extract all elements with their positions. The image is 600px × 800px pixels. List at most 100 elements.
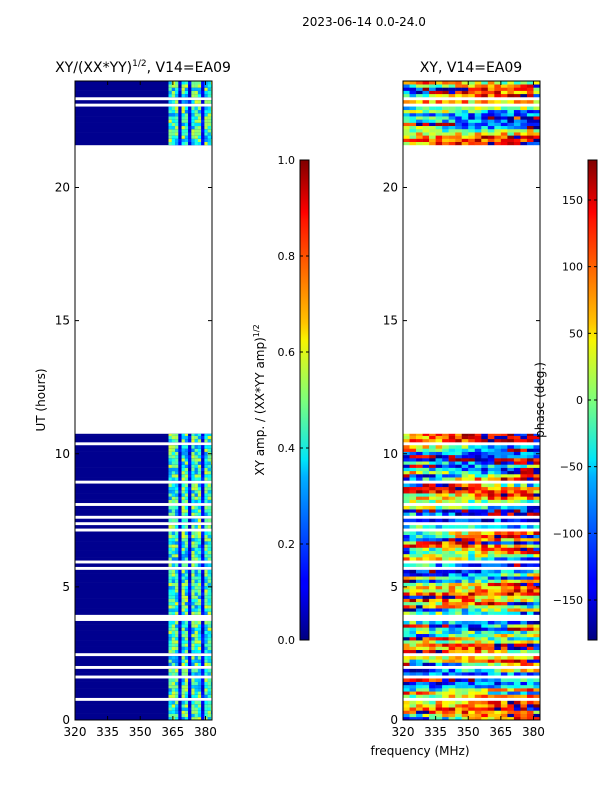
heatmap-cell [168,681,172,686]
heatmap-cell [468,633,475,638]
heatmap-cell [442,595,449,599]
heatmap-cell [178,643,182,647]
heatmap-cell [461,569,469,574]
heatmap-cell [75,544,212,548]
heatmap-cell [188,611,192,615]
heatmap-cell [416,483,423,488]
heatmap-cell [500,499,508,504]
heatmap-cell [455,477,462,481]
heatmap-cell [448,681,456,686]
heatmap-cell [403,710,410,714]
panel-amplitude: XY/(XX*YY)1/2, V14=EA09 320 335 350 365 3800… [34,59,310,739]
heatmap-cell [201,704,205,708]
heatmap-cell [191,582,195,587]
heatmap-cell [487,557,495,561]
heatmap-cell [403,473,410,478]
heatmap-cell [461,633,469,638]
heatmap-cell [513,531,521,535]
heatmap-cell [461,496,469,500]
heatmap-cell [168,656,172,660]
heatmap-cell [175,87,179,91]
heatmap-cell [481,141,489,146]
heatmap-cell [75,109,212,114]
heatmap-cell [494,525,502,529]
heatmap-cell [197,544,202,548]
heatmap-cell [204,627,208,631]
heatmap-cell [409,116,417,120]
heatmap-cell [487,668,495,673]
heatmap-cell [513,569,521,574]
heatmap-cell [526,531,534,535]
heatmap-cell [429,518,436,523]
heatmap-cell [526,573,534,577]
heatmap-cell [520,493,528,497]
heatmap-cell [520,627,528,631]
heatmap-cell [455,595,462,599]
heatmap-cell [500,643,508,647]
heatmap-cell [507,713,515,718]
heatmap-cell [481,483,489,488]
heatmap-cell [461,448,469,452]
heatmap-cell [181,589,186,593]
heatmap-cell [507,122,515,127]
heatmap-cell [533,135,540,139]
heatmap-cell [494,464,502,468]
heatmap-cell [520,640,528,644]
heatmap-cell [442,138,449,143]
heatmap-cell [416,672,423,676]
heatmap-cell [75,569,212,574]
heatmap-cell [455,448,462,452]
heatmap-cell [474,620,482,625]
heatmap-cell [210,119,212,123]
heatmap-cell [201,563,205,567]
heatmap-cell [191,109,195,114]
heatmap-cell [191,656,195,660]
heatmap-cell [201,576,205,580]
heatmap-cell [181,90,186,95]
heatmap-cell [429,604,436,609]
heatmap-cell [533,598,540,603]
heatmap-cell [416,630,423,635]
heatmap-cell [168,630,172,635]
heatmap-cell [403,537,410,542]
heatmap-cell [403,681,410,686]
heatmap-cell [403,483,410,488]
heatmap-cell [181,688,186,692]
heatmap-cell [201,579,205,583]
heatmap-cell [197,518,202,523]
heatmap-cell [481,132,489,136]
heatmap-cell [403,547,410,551]
heatmap-cell [429,611,436,615]
heatmap-cell [513,138,521,143]
heatmap-cell [494,544,502,548]
heatmap-cell [184,620,189,625]
heatmap-cell [487,620,495,625]
heatmap-cell [191,668,195,673]
heatmap-cell [197,483,202,488]
heatmap-cell [442,93,449,98]
heatmap-cell [442,710,449,714]
heatmap-cell [481,672,489,676]
heatmap-cell [526,659,534,663]
heatmap-cell [448,598,456,603]
heatmap-cell [455,525,462,529]
heatmap-cell [191,624,195,628]
heatmap-cell [188,547,192,551]
heatmap-cell [201,668,205,673]
heatmap-cell [75,531,212,535]
heatmap-cell [207,678,212,682]
heatmap-cell [181,627,186,631]
heatmap-cell [455,141,462,146]
heatmap-cell [188,90,192,95]
heatmap-cell [474,541,482,545]
heatmap-cell [487,640,495,644]
heatmap-cell [191,135,195,139]
heatmap-cell [188,531,192,535]
heatmap-cell [75,598,212,603]
amplitude-colorbar-label: XY amp. / (XX*YY amp)1/2 [252,324,267,475]
heatmap-cell [461,499,469,504]
heatmap-cell [194,119,199,123]
heatmap-cell [481,106,489,111]
heatmap-cell [468,553,475,558]
heatmap-cell [461,116,469,120]
